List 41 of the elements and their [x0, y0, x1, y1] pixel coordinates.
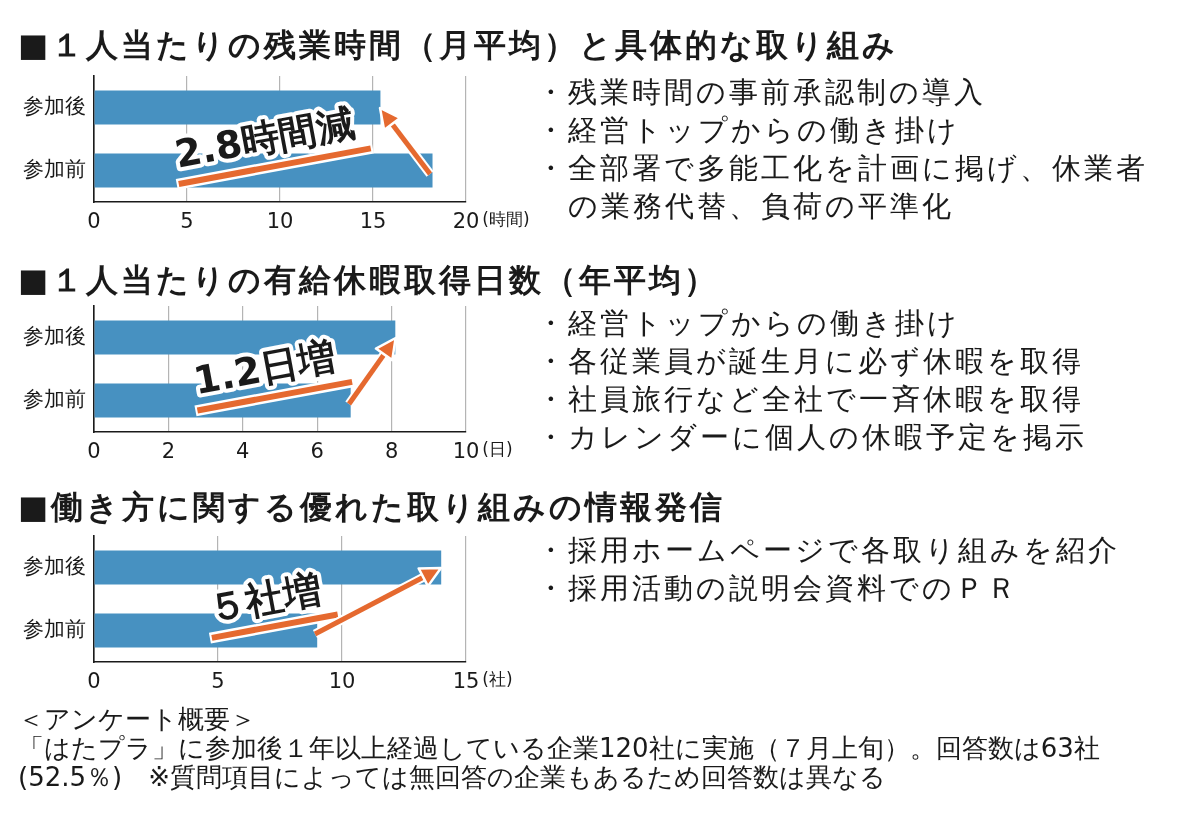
- x-tick-label: 5: [180, 209, 194, 234]
- x-tick-label: 20: [452, 209, 480, 234]
- text: ・採用活動の説明会資料でのＰＲ: [536, 570, 1020, 607]
- x-tick-label: 6: [310, 439, 324, 464]
- y-tick-label: 参加後: [23, 553, 86, 578]
- chart-title: ■１人当たりの有給休暇取得日数（年平均）: [18, 260, 720, 300]
- x-tick-label: 2: [161, 439, 176, 464]
- text: ・各従業員が誕生月に必ず休暇を取得: [536, 343, 1085, 380]
- text: ・カレンダーに個人の休暇予定を掲示: [536, 419, 1088, 456]
- x-tick-label: 0: [87, 439, 101, 464]
- text: ・採用ホームページで各取り組みを紹介: [536, 532, 1121, 569]
- text: ＜アンケート概要＞: [18, 704, 257, 734]
- x-tick-label: 5: [211, 669, 225, 694]
- chart-title: ■働き方に関する優れた取り組みの情報発信: [18, 487, 726, 527]
- x-tick-label: 0: [87, 669, 101, 694]
- annotation: ５社増: [204, 566, 325, 631]
- x-tick-label: 10: [328, 669, 356, 694]
- x-tick-label: 0: [87, 209, 101, 234]
- y-tick-label: 参加前: [23, 386, 86, 411]
- annotation: 1.2日増: [190, 333, 340, 404]
- y-tick-label: 参加前: [23, 156, 86, 181]
- x-tick-label: 4: [236, 439, 250, 464]
- text: ・全部署で多能工化を計画に掲げ、休業者の業務代替、負荷の平準化: [536, 150, 1149, 225]
- text: ・経営トップからの働き掛け: [536, 305, 961, 342]
- x-axis-title: (社): [482, 669, 513, 690]
- text: 「はたプラ」に参加後１年以上経過している企業120社に実施（７月上旬）。回答数は63社(52.5％) ※質問項目によっては無回答の企業もあるため回答数は異なる: [18, 733, 1101, 792]
- x-tick-label: 8: [384, 439, 399, 464]
- x-axis-title: (時間): [482, 209, 530, 230]
- x-tick-label: 10: [452, 439, 480, 464]
- chart-title: ■１人当たりの残業時間（月平均）と具体的な取り組み: [18, 25, 899, 65]
- x-tick-label: 15: [452, 669, 480, 694]
- x-tick-label: 15: [359, 209, 387, 234]
- y-tick-label: 参加前: [23, 616, 86, 641]
- text: ・経営トップからの働き掛け: [536, 112, 961, 149]
- x-tick-label: 10: [266, 209, 294, 234]
- annotation: 2.8時間減: [171, 100, 358, 177]
- text: ・社員旅行など全社で一斉休暇を取得: [536, 381, 1085, 418]
- text: ・残業時間の事前承認制の導入: [536, 74, 987, 111]
- x-axis-title: (日): [482, 439, 513, 460]
- y-tick-label: 参加後: [23, 93, 86, 118]
- y-tick-label: 参加後: [23, 323, 86, 348]
